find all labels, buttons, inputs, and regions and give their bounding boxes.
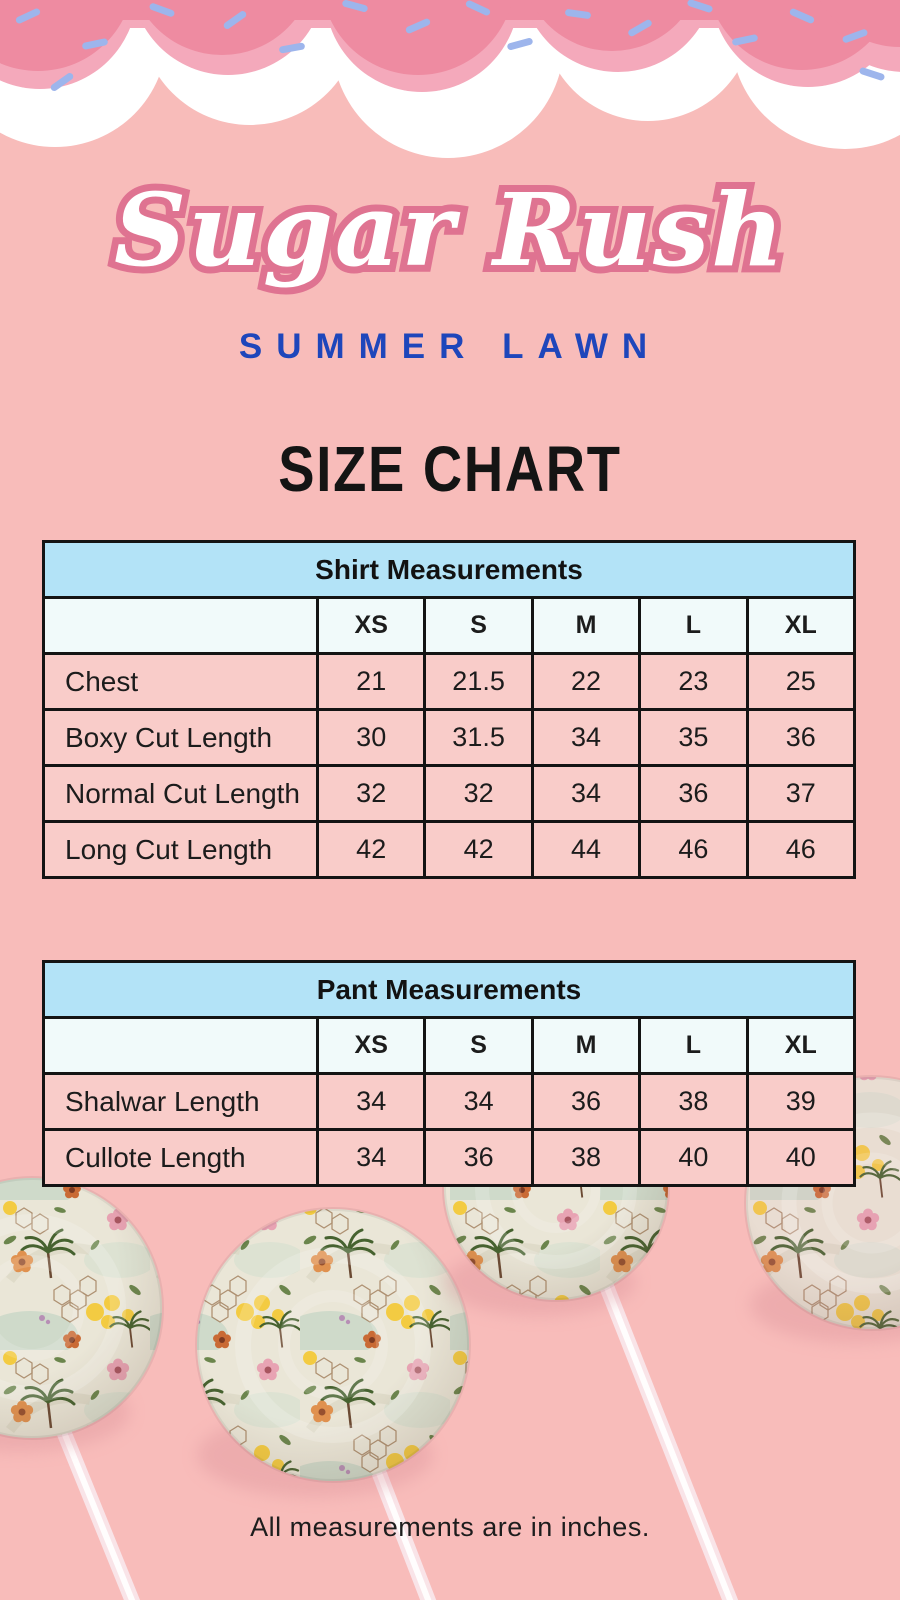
value-cell: 25 <box>745 652 857 711</box>
value-cell: 36 <box>745 708 857 767</box>
value-cell: 34 <box>315 1072 427 1131</box>
lollipop-stick <box>42 1390 141 1600</box>
size-header-cell: XL <box>745 1016 857 1075</box>
value-cell: 36 <box>638 764 749 823</box>
row-label-cell: Boxy Cut Length <box>42 708 319 767</box>
size-header-cell: M <box>530 596 642 655</box>
size-header-cell: S <box>423 596 534 655</box>
collection-name: SUMMER LAWN <box>238 327 662 366</box>
table-row: Normal Cut Length 32 32 34 36 37 <box>42 764 857 823</box>
lollipop <box>195 1207 471 1497</box>
measurement-note: All measurements are in inches. <box>250 1512 650 1542</box>
value-cell: 34 <box>530 764 642 823</box>
value-cell: 37 <box>745 764 857 823</box>
row-label-cell: Normal Cut Length <box>42 764 319 823</box>
value-cell: 23 <box>638 652 749 711</box>
cloud-scallops <box>0 0 900 158</box>
size-header-cell: S <box>423 1016 534 1075</box>
value-cell: 40 <box>745 1128 857 1187</box>
value-cell: 39 <box>745 1072 857 1131</box>
value-cell: 34 <box>423 1072 534 1131</box>
row-label-cell: Chest <box>42 652 319 711</box>
sprinkle-icons <box>15 0 885 91</box>
value-cell: 21.5 <box>423 652 534 711</box>
page-title-text: SIZE CHART <box>278 433 622 505</box>
value-cell: 32 <box>315 764 427 823</box>
size-header-cell: XS <box>315 1016 427 1075</box>
page-title: SIZE CHART <box>0 432 900 506</box>
row-label-cell: Long Cut Length <box>42 820 319 879</box>
value-cell: 34 <box>315 1128 427 1187</box>
table-row: Boxy Cut Length 30 31.5 34 35 36 <box>42 708 857 767</box>
value-cell: 34 <box>530 708 642 767</box>
value-cell: 42 <box>423 820 534 879</box>
size-header-cell: XL <box>745 596 857 655</box>
table-row: Shalwar Length 34 34 36 38 39 <box>42 1072 857 1131</box>
row-label-cell: Cullote Length <box>42 1128 319 1187</box>
value-cell: 46 <box>745 820 857 879</box>
size-header-corner <box>42 1016 319 1075</box>
value-cell: 21 <box>315 652 427 711</box>
size-header-cell: XS <box>315 596 427 655</box>
value-cell: 42 <box>315 820 427 879</box>
value-cell: 44 <box>530 820 642 879</box>
value-cell: 32 <box>423 764 534 823</box>
table-row: Chest 21 21.5 22 23 25 <box>42 652 857 711</box>
value-cell: 40 <box>638 1128 749 1187</box>
value-cell: 46 <box>638 820 749 879</box>
lollipop <box>0 1176 164 1452</box>
frosting-shadow-scallops <box>0 0 900 92</box>
table-row: Long Cut Length 42 42 44 46 46 <box>42 820 857 879</box>
table-title: Pant Measurements <box>42 960 856 1019</box>
value-cell: 38 <box>530 1128 642 1187</box>
size-header-corner <box>42 596 319 655</box>
pant-measurements-table: Pant Measurements XS S M L XL Shalwar Length 34… <box>42 960 857 1187</box>
row-label-cell: Shalwar Length <box>42 1072 319 1131</box>
lollipop-stick <box>598 1277 739 1600</box>
frosting-scallops <box>0 0 900 75</box>
brand-logo: Sugar Rush <box>107 164 791 296</box>
value-cell: 31.5 <box>423 708 534 767</box>
size-header-cell: L <box>638 1016 749 1075</box>
size-header-cell: L <box>638 596 749 655</box>
value-cell: 30 <box>315 708 427 767</box>
value-cell: 22 <box>530 652 642 711</box>
table-title: Shirt Measurements <box>42 540 856 599</box>
shirt-measurements-table: Shirt Measurements XS S M L XL Chest 21 21.5 22 23… <box>42 540 857 879</box>
value-cell: 35 <box>638 708 749 767</box>
size-header-cell: M <box>530 1016 642 1075</box>
value-cell: 38 <box>638 1072 749 1131</box>
value-cell: 36 <box>530 1072 642 1131</box>
table-row: Cullote Length 34 36 38 40 40 <box>42 1128 857 1187</box>
value-cell: 36 <box>423 1128 534 1187</box>
